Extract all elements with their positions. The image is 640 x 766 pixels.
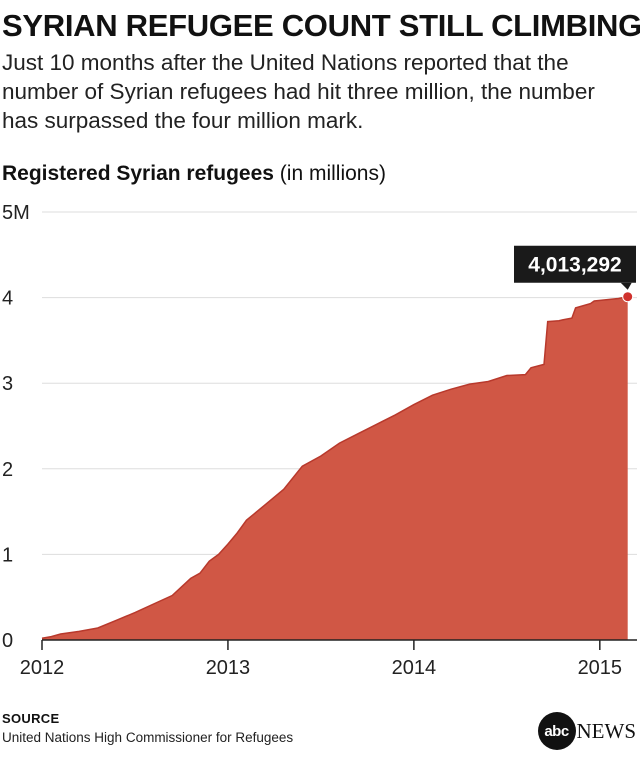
y-tick-label: 3 bbox=[2, 373, 13, 395]
source-label: SOURCE bbox=[2, 711, 60, 726]
value-callout: 4,013,292 bbox=[514, 245, 636, 303]
x-tick-label: 2012 bbox=[20, 657, 65, 679]
chart-units: (in millions) bbox=[273, 162, 386, 185]
news-wordmark: NEWS bbox=[576, 718, 637, 743]
y-tick-label: 5M bbox=[2, 202, 30, 224]
y-tick-label: 1 bbox=[2, 544, 13, 566]
headline: SYRIAN REFUGEE COUNT STILL CLIMBING bbox=[2, 8, 640, 43]
refugee-area-chart: 0 1 2 3 4 5M 2012 2013 2014 2015 4,013,292 bbox=[2, 202, 637, 679]
x-tick-label: 2015 bbox=[578, 657, 623, 679]
chart-title: Registered Syrian refugees bbox=[2, 162, 274, 185]
y-tick-label: 0 bbox=[2, 630, 13, 652]
y-axis-ticks: 0 1 2 3 4 5M bbox=[2, 202, 30, 652]
y-tick-label: 4 bbox=[2, 288, 13, 310]
x-tick-label: 2013 bbox=[206, 657, 251, 679]
dek: Just 10 months after the United Nations … bbox=[2, 50, 595, 133]
y-tick-label: 2 bbox=[2, 459, 13, 481]
source-text: United Nations High Commissioner for Ref… bbox=[2, 730, 294, 745]
abc-logo-mark: abc bbox=[537, 712, 576, 750]
latest-value-point bbox=[622, 291, 634, 303]
callout-box bbox=[514, 245, 636, 283]
callout-pointer bbox=[620, 282, 632, 290]
chart-marks bbox=[41, 295, 637, 641]
chart-heading: Registered Syrian refugees (in millions) bbox=[2, 160, 386, 188]
callout-value: 4,013,292 bbox=[528, 254, 621, 277]
refugee-line bbox=[41, 295, 628, 640]
abc-news-logo: abc NEWS bbox=[537, 712, 637, 750]
x-tick-label: 2014 bbox=[392, 657, 437, 679]
x-axis-ticks: 2012 2013 2014 2015 bbox=[20, 640, 622, 679]
